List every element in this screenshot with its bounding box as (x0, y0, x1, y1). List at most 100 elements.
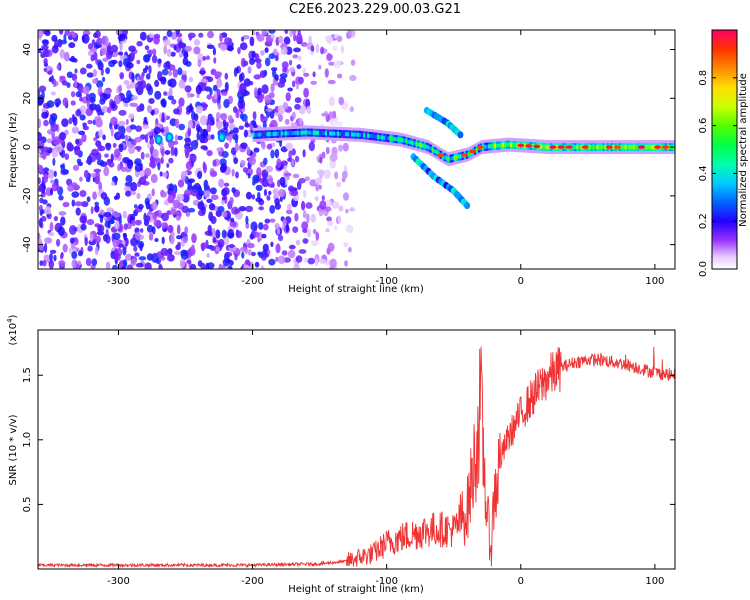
noise-speckle (148, 232, 154, 241)
ridge-core (361, 133, 364, 137)
noise-speckle (71, 251, 78, 259)
noise-speckle (184, 85, 192, 93)
noise-speckle (161, 112, 165, 123)
noise-speckle (166, 48, 172, 57)
branch-dot (457, 131, 464, 139)
noise-speckle (184, 146, 190, 156)
noise-speckle (70, 91, 76, 98)
noise-speckle (78, 130, 86, 136)
noise-speckle (38, 131, 43, 142)
noise-speckle (147, 131, 153, 137)
noise-speckle (73, 79, 78, 89)
noise-speckle (349, 74, 357, 82)
noise-speckle (197, 209, 206, 217)
ridge-core (383, 135, 386, 140)
noise-speckle (154, 238, 159, 242)
noise-speckle (79, 190, 87, 197)
noise-speckle (278, 35, 284, 44)
noise-speckle (347, 30, 353, 37)
noise-speckle (234, 134, 239, 144)
noise-speckle (113, 94, 122, 105)
noise-speckle (160, 247, 169, 256)
noise-speckle (216, 78, 223, 88)
noise-speckle (208, 119, 215, 126)
bottom-x-tick-label: -200 (241, 576, 264, 587)
noise-speckle (95, 171, 100, 179)
noise-speckle (213, 57, 217, 64)
noise-speckle (85, 177, 91, 183)
noise-speckle (209, 88, 213, 96)
noise-speckle (96, 107, 102, 116)
ridge-core (365, 133, 368, 138)
noise-speckle (125, 103, 129, 108)
ridge-peak (525, 144, 533, 148)
noise-speckle (110, 127, 114, 137)
ridge-core (427, 145, 431, 150)
ridge-peak (533, 144, 541, 149)
ridge-core (644, 145, 648, 150)
noise-speckle (337, 215, 342, 224)
noise-speckle (177, 241, 182, 247)
noise-speckle (221, 229, 227, 239)
noise-speckle (105, 234, 111, 244)
noise-speckle (173, 45, 177, 51)
noise-speckle (126, 90, 132, 100)
ridge-core (475, 147, 479, 152)
noise-speckle (64, 153, 70, 160)
noise-speckle (119, 41, 123, 51)
noise-speckle (200, 78, 208, 83)
noise-speckle (255, 197, 263, 203)
noise-speckle (224, 142, 229, 149)
noise-speckle (269, 218, 276, 223)
noise-speckle (266, 143, 273, 150)
noise-speckle (310, 45, 315, 52)
noise-speckle (216, 88, 221, 98)
noise-speckle (88, 92, 96, 101)
noise-speckle (170, 32, 178, 40)
ridge-core (375, 134, 378, 139)
noise-speckle (277, 255, 286, 264)
noise-speckle (305, 202, 313, 209)
noise-speckle (163, 45, 167, 55)
noise-speckle (259, 70, 267, 78)
noise-speckle (101, 35, 109, 45)
noise-speckle (326, 53, 333, 61)
noise-speckle (58, 195, 64, 201)
noise-speckle (274, 74, 279, 81)
noise-speckle (227, 115, 233, 122)
noise-speckle (219, 43, 228, 52)
noise-speckle (219, 113, 228, 121)
ridge-core (329, 131, 332, 136)
noise-speckle (254, 58, 262, 63)
ridge-core (260, 132, 264, 137)
noise-speckle (91, 39, 96, 45)
noise-speckle (92, 119, 96, 126)
noise-speckle (311, 240, 319, 247)
ridge-core (282, 131, 286, 136)
noise-speckle (39, 260, 43, 266)
noise-speckle (144, 45, 150, 50)
noise-speckle (92, 78, 98, 84)
noise-speckle (349, 207, 355, 212)
ridge-core (312, 130, 316, 135)
noise-speckle (148, 98, 155, 104)
noise-speckle (204, 230, 213, 236)
noise-speckle (159, 128, 165, 133)
ridge-core (345, 132, 348, 137)
ridge-core (371, 134, 374, 139)
noise-speckle (285, 223, 289, 233)
ridge-core (588, 145, 591, 150)
noise-speckle (75, 109, 82, 117)
noise-speckle (187, 126, 192, 137)
noise-speckle (321, 151, 326, 159)
noise-speckle (38, 96, 44, 106)
noise-speckle (336, 35, 343, 43)
noise-speckle (125, 181, 133, 187)
noise-speckle (93, 137, 98, 142)
noise-speckle (229, 197, 234, 205)
noise-speckle (40, 209, 46, 214)
noise-speckle (138, 203, 144, 210)
noise-speckle (243, 78, 251, 87)
noise-speckle (50, 113, 58, 122)
ridge-core (319, 131, 322, 135)
